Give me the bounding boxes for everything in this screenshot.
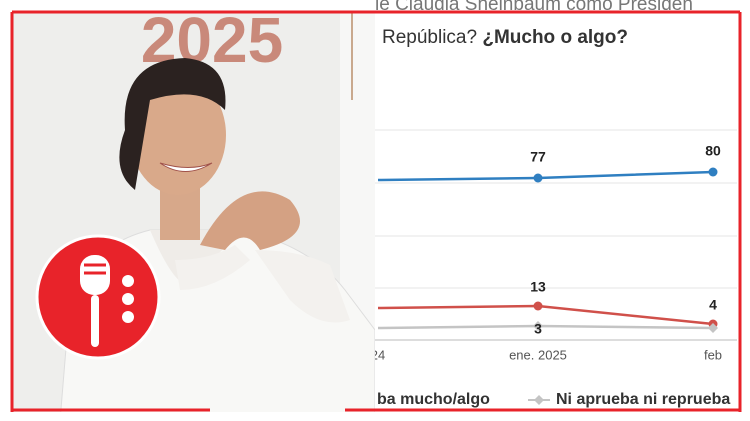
data-label: 3: [534, 321, 542, 337]
title-part: República?: [382, 27, 482, 48]
frame: [10, 10, 742, 412]
photo: 2025: [12, 12, 375, 412]
podcast-icon: [35, 234, 161, 360]
data-label: 4: [709, 297, 717, 313]
chart-title: República? ¿Mucho o algo?: [382, 27, 628, 48]
grid: [375, 129, 737, 341]
x-tick-label: ene. 2025: [509, 347, 567, 362]
chart-panel: le Claudia Sheinbaum como Presiden Repúb…: [371, 0, 737, 421]
point: [533, 321, 543, 331]
x-tick-label: feb: [704, 347, 722, 362]
data-label: 77: [530, 149, 546, 165]
legend-label: Ni aprueba ni reprueba: [556, 391, 730, 408]
legend: ba mucho/algo Ni aprueba ni reprueba: [377, 391, 730, 408]
point: [533, 301, 543, 311]
title-part: ¿Mucho o algo?: [482, 27, 628, 48]
legend-label: ba mucho/algo: [377, 391, 490, 408]
point: [533, 173, 543, 183]
data-label: 13: [530, 279, 546, 295]
point: [708, 167, 718, 177]
x-tick-label: 24: [371, 347, 385, 362]
point: [708, 323, 718, 333]
data-label: 80: [705, 143, 721, 159]
